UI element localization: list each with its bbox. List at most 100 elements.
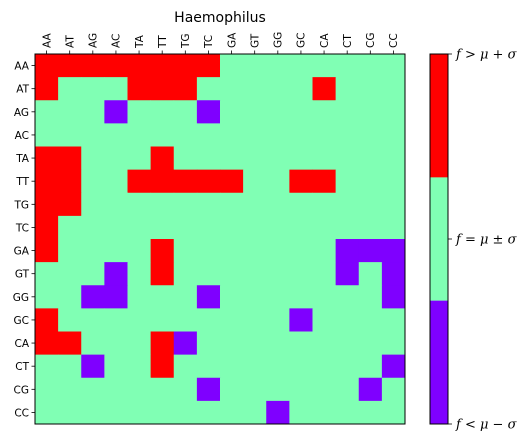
heatmap-cell-TC-TG (173, 215, 198, 240)
heatmap-cell-TC-CT (335, 215, 360, 240)
heatmap-cell-TT-CG (358, 169, 383, 194)
heatmap-cell-TG-CA (312, 192, 337, 217)
heatmap-cell-TC-GT (243, 215, 267, 240)
heatmap-cell-GA-GG (266, 239, 290, 263)
heatmap-cell-CA-TC (196, 331, 221, 356)
heatmap-cell-AT-TA (127, 77, 152, 101)
y-tick-label-TA: TA (15, 153, 30, 165)
heatmap-cell-TT-TA (127, 169, 152, 194)
heatmap-cell-CC-CC (381, 400, 406, 425)
heatmap-cell-CG-CA (312, 377, 337, 402)
heatmap-cell-TT-CT (335, 169, 360, 194)
heatmap-cell-CC-AG (81, 400, 105, 425)
y-tick-label-GT: GT (15, 269, 30, 281)
heatmap-cell-TA-CT (335, 146, 360, 171)
heatmap-cell-TT-CC (381, 169, 406, 194)
colorbar: f > μ + σ f = μ ± σ f < μ − σ (429, 48, 518, 433)
heatmap-cell-AC-TT (150, 123, 175, 147)
y-tick-label-GA: GA (14, 246, 30, 258)
heatmap-cell-GT-CG (358, 262, 383, 286)
heatmap-cell-CC-GG (266, 400, 290, 425)
heatmap-cell-AC-AA (35, 123, 59, 147)
heatmap-cell-AC-AC (104, 123, 128, 147)
heatmap-cell-CG-AG (81, 377, 105, 402)
heatmap-cell-CT-GC (289, 354, 313, 379)
heatmap-cell-AA-TC (196, 54, 221, 78)
heatmap-cell-GG-AT (58, 285, 82, 309)
x-tick-label-AG: AG (88, 33, 100, 48)
heatmap-cell-AC-GT (243, 123, 267, 147)
heatmap-cell-AG-TC (196, 100, 221, 124)
heatmap-cell-GC-CA (312, 308, 337, 332)
heatmap-cell-AC-TC (196, 123, 221, 147)
heatmap-cell-GG-TC (196, 285, 221, 309)
heatmap-cell-AC-TG (173, 123, 198, 147)
heatmap-cell-GC-GA (220, 308, 244, 332)
heatmap-cell-CT-AT (58, 354, 82, 379)
heatmap-cell-CG-CC (381, 377, 406, 402)
heatmap-cell-GC-TC (196, 308, 221, 332)
heatmap-cell-GT-CC (381, 262, 406, 286)
heatmap-cell-GA-AA (35, 239, 59, 263)
heatmap-cell-AT-CT (335, 77, 360, 101)
heatmap-cell-TG-AT (58, 192, 82, 217)
heatmap-cell-GT-AC (104, 262, 128, 286)
heatmap-cell-TA-AT (58, 146, 82, 171)
heatmap-cell-GA-TT (150, 239, 175, 263)
heatmap-cell-CG-TA (127, 377, 152, 402)
heatmap-cell-GA-TA (127, 239, 152, 263)
heatmap-cell-CG-GA (220, 377, 244, 402)
colorbar-segment-1 (430, 177, 448, 302)
heatmap-cell-AA-GG (266, 54, 290, 78)
heatmap-cell-CC-CG (358, 400, 383, 425)
heatmap-cell-AC-GG (266, 123, 290, 147)
heatmap-cell-GC-AA (35, 308, 59, 332)
heatmap-cell-AC-CA (312, 123, 337, 147)
heatmap-cell-TA-CC (381, 146, 406, 171)
heatmap-cell-GA-TG (173, 239, 198, 263)
heatmap-cells (35, 54, 406, 425)
heatmap-cell-AT-TG (173, 77, 198, 101)
y-tick-label-TC: TC (15, 222, 29, 234)
heatmap-cell-GT-GG (266, 262, 290, 286)
heatmap-cell-GG-GA (220, 285, 244, 309)
colorbar-segment-0 (430, 54, 448, 178)
heatmap-cell-CG-AT (58, 377, 82, 402)
heatmap-cell-AA-GA (220, 54, 244, 78)
heatmap-cell-GG-AC (104, 285, 128, 309)
y-tick-label-GG: GG (13, 292, 29, 304)
heatmap-cell-AG-GT (243, 100, 267, 124)
heatmap-cell-CA-TA (127, 331, 152, 356)
heatmap-cell-AC-GC (289, 123, 313, 147)
heatmap-cell-GT-GC (289, 262, 313, 286)
heatmap-cell-GT-TT (150, 262, 175, 286)
heatmap-cell-GG-CG (358, 285, 383, 309)
heatmap-cell-TT-TT (150, 169, 175, 194)
heatmap-cell-TG-TC (196, 192, 221, 217)
heatmap-cell-GT-GT (243, 262, 267, 286)
x-tick-label-GC: GC (296, 33, 308, 48)
x-tick-label-AT: AT (64, 35, 76, 48)
heatmap-cell-AA-TA (127, 54, 152, 78)
heatmap-cell-AG-AT (58, 100, 82, 124)
y-tick-label-AG: AG (14, 107, 29, 119)
y-tick-label-AC: AC (15, 130, 29, 142)
heatmap-cell-CG-CT (335, 377, 360, 402)
heatmap-cell-GC-GT (243, 308, 267, 332)
heatmap-cell-CT-TC (196, 354, 221, 379)
x-tick-label-TC: TC (203, 35, 215, 49)
heatmap-cell-AT-AC (104, 77, 128, 101)
heatmap-cell-CA-AA (35, 331, 59, 356)
heatmap-cell-GC-TT (150, 308, 175, 332)
heatmap-cell-CC-GC (289, 400, 313, 425)
heatmap-cell-TA-GA (220, 146, 244, 171)
heatmap-cell-TG-CG (358, 192, 383, 217)
y-tick-label-TT: TT (15, 176, 29, 188)
heatmap-cell-CA-AT (58, 331, 82, 356)
heatmap-cell-GC-AT (58, 308, 82, 332)
heatmap-cell-TG-AA (35, 192, 59, 217)
heatmap-cell-GA-CT (335, 239, 360, 263)
heatmap-cell-CG-GG (266, 377, 290, 402)
